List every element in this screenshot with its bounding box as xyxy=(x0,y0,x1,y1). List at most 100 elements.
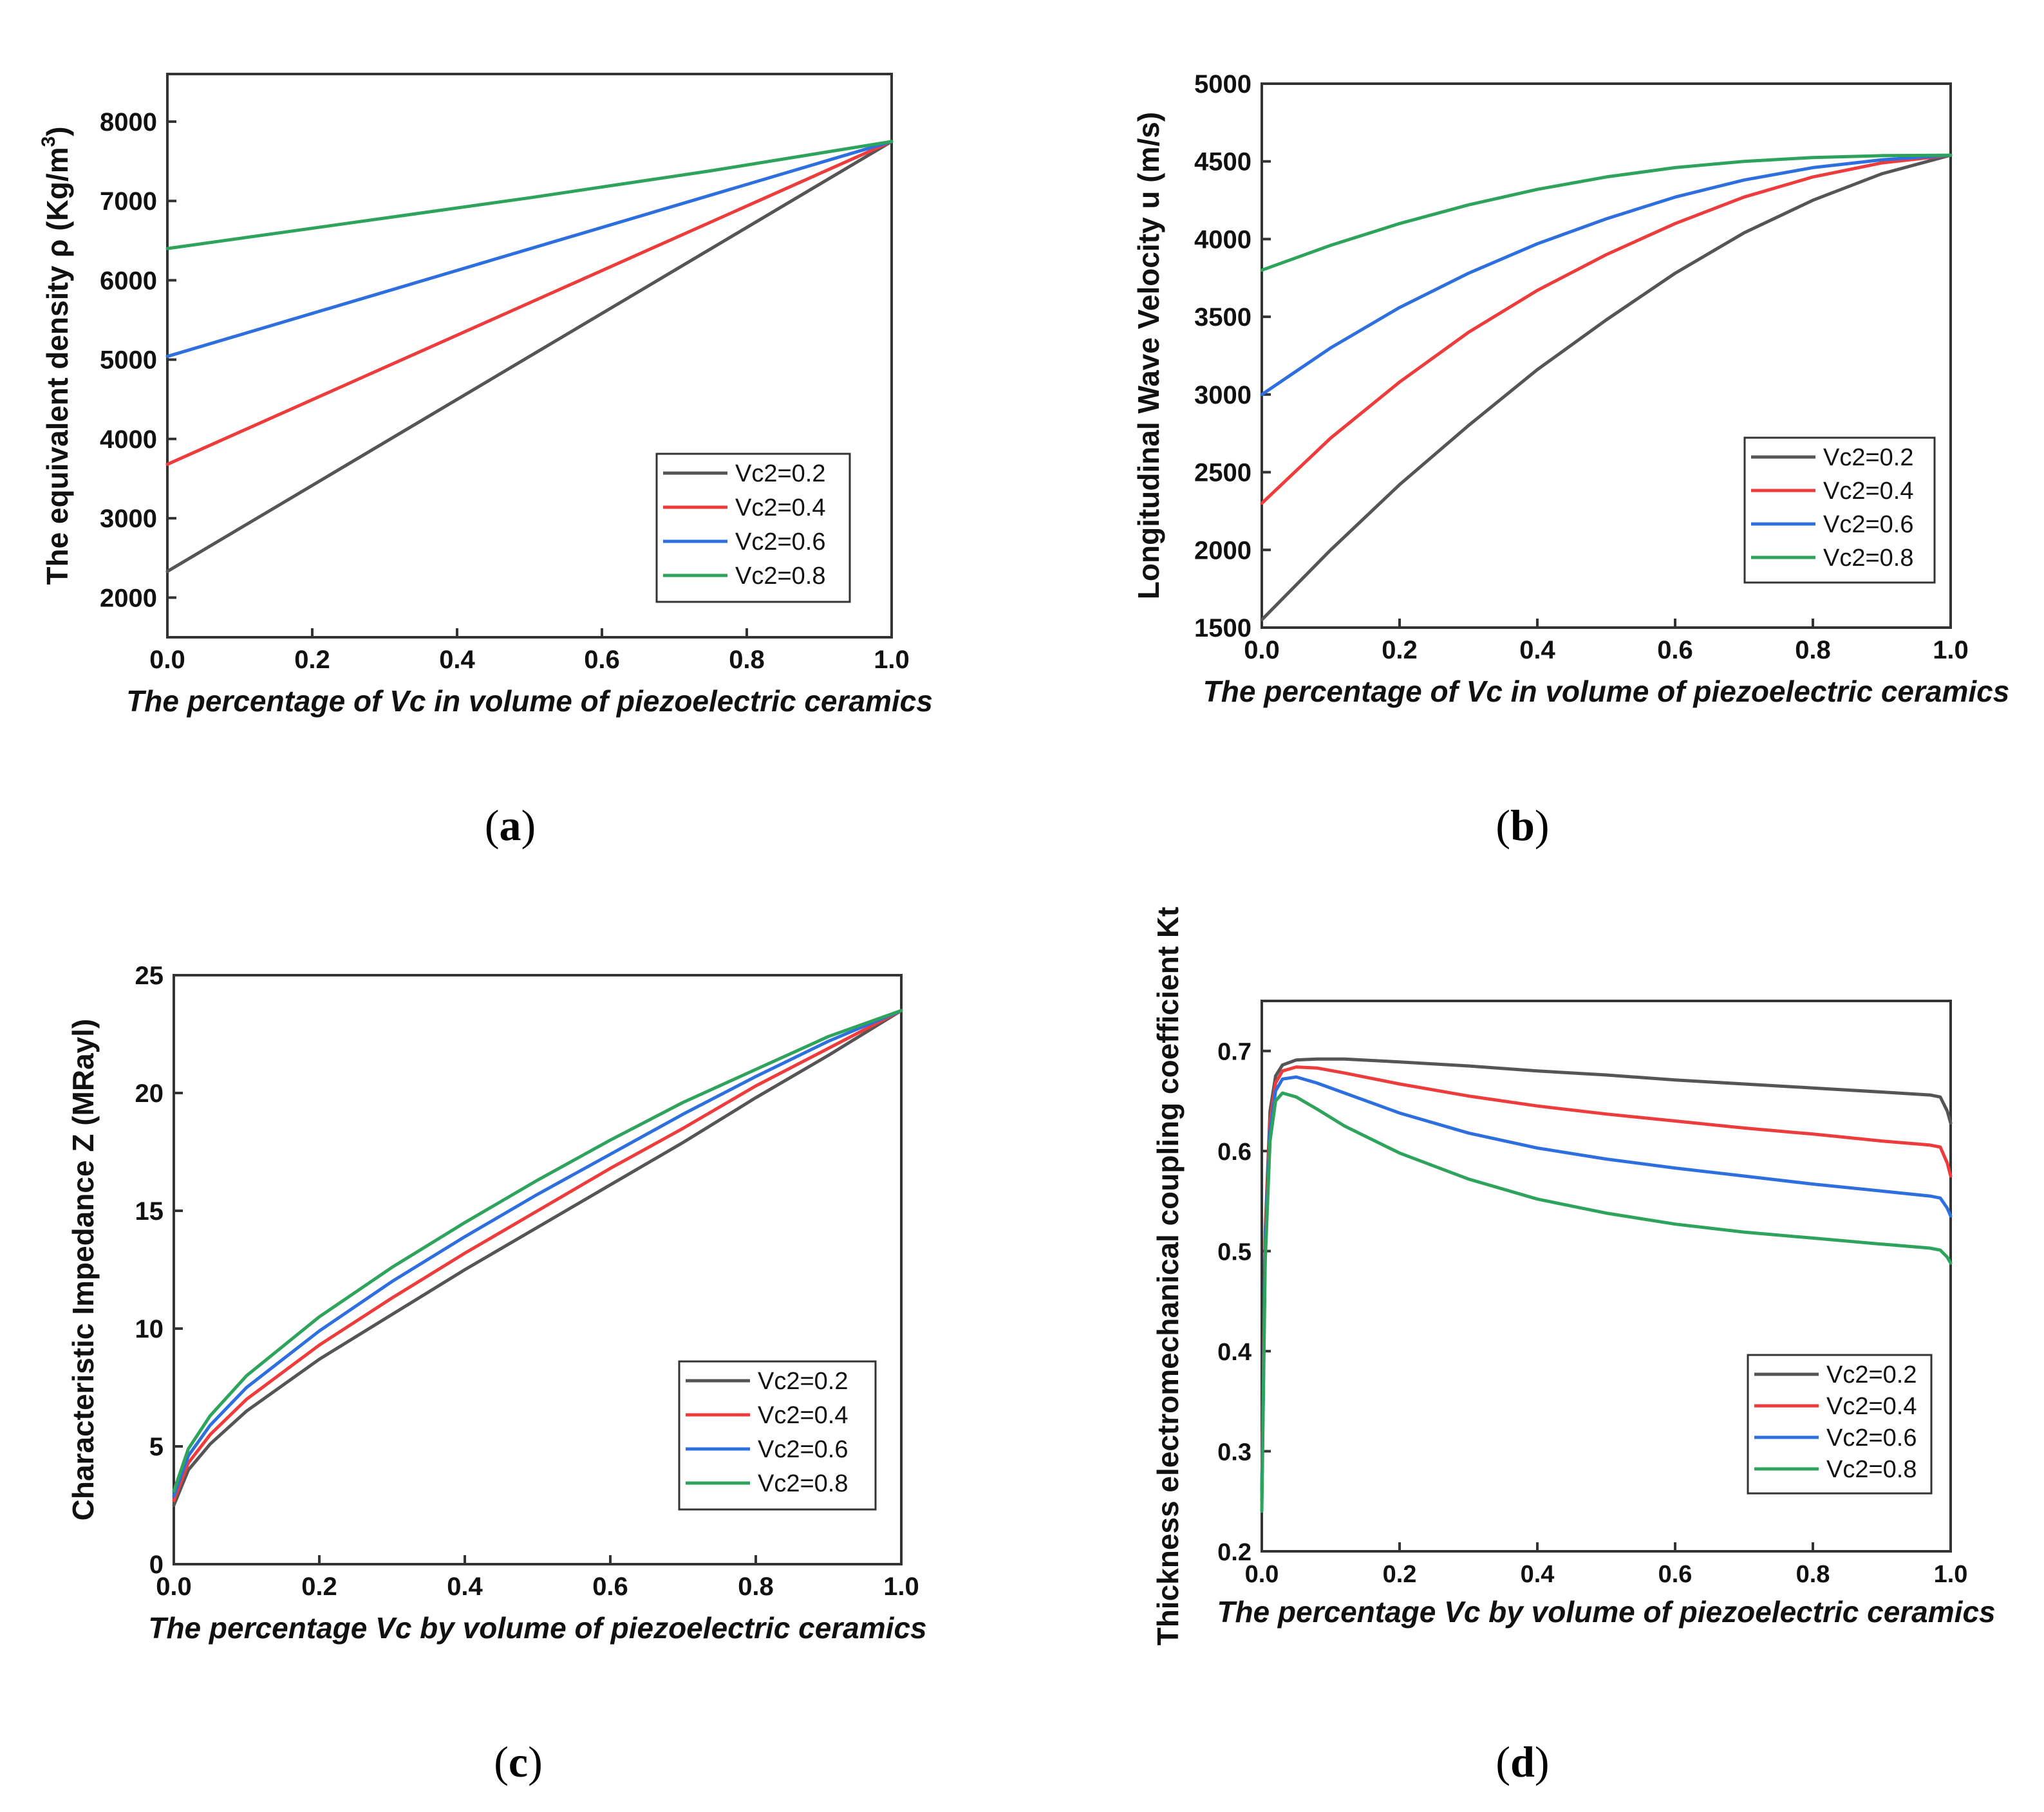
chart-a: 0.0 0.2 0.4 0.6 0.8 1.0 2000 3000 4000 5000 6000 70… xyxy=(38,73,933,850)
series-line-Vc2-0.8 xyxy=(1260,1091,1953,1513)
legend-box xyxy=(678,1360,877,1511)
x-axis-label: The percentage Vc by volume of piezoelec… xyxy=(148,1611,926,1645)
x-tick-label: 0.6 xyxy=(1657,636,1693,664)
y-axis-label-end: ) xyxy=(41,126,74,136)
legend-label: Vc2=0.2 xyxy=(1826,1361,1917,1388)
caption-open: ( xyxy=(485,801,500,850)
legend: Vc2=0.2 Vc2=0.4 Vc2=0.6 Vc2=0.8 xyxy=(655,453,851,603)
panel-caption: (c) xyxy=(494,1737,543,1786)
legend-label: Vc2=0.6 xyxy=(1823,511,1914,538)
x-tick-label: 0.2 xyxy=(301,1573,337,1601)
y-axis-label: The equivalent density ρ (Kg/m3) xyxy=(38,126,74,584)
x-tick-label: 1.0 xyxy=(1934,1561,1968,1588)
x-tick-label: 0.2 xyxy=(1383,1561,1417,1588)
x-tick-label: 0.6 xyxy=(1658,1561,1692,1588)
x-tick-label: 0.4 xyxy=(439,646,475,674)
series-line-Vc2-0.6 xyxy=(172,1009,903,1498)
caption-letter: c xyxy=(509,1737,528,1786)
series-line-Vc2-0.8 xyxy=(1260,153,1953,272)
x-axis-label: The percentage of Vc in volume of piezoe… xyxy=(1203,675,2010,708)
chart-d: 0.0 0.2 0.4 0.6 0.8 1.00.20.30.40.50.60.7Thic… xyxy=(1151,907,1996,1786)
legend-label: Vc2=0.4 xyxy=(735,494,826,521)
y-tick-label: 3500 xyxy=(1194,303,1252,332)
y-tick-label: 4500 xyxy=(1194,148,1252,176)
series-line-Vc2-0.2 xyxy=(165,140,894,574)
x-tick-label: 1.0 xyxy=(883,1573,919,1601)
y-axis-label: Characteristic Impedance Z (MRayl) xyxy=(66,1019,100,1521)
legend-label: Vc2=0.8 xyxy=(1826,1456,1917,1483)
y-tick-label: 3000 xyxy=(1194,381,1252,409)
x-tick-label: 0.4 xyxy=(447,1573,483,1601)
y-tick-label: 0.7 xyxy=(1217,1039,1252,1066)
caption-close: ) xyxy=(1535,1737,1550,1786)
y-tick-label: 4000 xyxy=(100,425,157,454)
y-tick-label: 7000 xyxy=(100,187,157,216)
x-tick-label: 0.0 xyxy=(1245,1561,1279,1588)
x-tick-label: 0.4 xyxy=(1521,1561,1555,1588)
y-tick-label: 2500 xyxy=(1194,459,1252,487)
caption-open: ( xyxy=(1495,1737,1510,1786)
y-tick-label: 0.2 xyxy=(1217,1539,1252,1566)
series-line-Vc2-0.6 xyxy=(165,140,894,359)
legend-label: Vc2=0.6 xyxy=(758,1436,849,1463)
x-tick-label: 0.2 xyxy=(1382,636,1418,664)
y-tick-label: 10 xyxy=(135,1315,164,1343)
y-tick-label: 3000 xyxy=(100,505,157,533)
y-axis-label-text: Thickness electromechanical coupling coe… xyxy=(1151,907,1185,1646)
series-line-Vc2-0.2 xyxy=(1260,153,1953,622)
x-tick-label: 0.4 xyxy=(1519,636,1555,664)
x-tick-label: 0.8 xyxy=(1796,1561,1830,1588)
y-tick-label: 5000 xyxy=(100,346,157,375)
y-tick-label: 0.4 xyxy=(1217,1339,1252,1366)
legend-label: Vc2=0.8 xyxy=(1823,545,1914,572)
y-tick-label: 5000 xyxy=(1194,70,1252,98)
y-axis-label-superscript: 3 xyxy=(38,136,59,147)
x-axis-label: The percentage Vc by volume of piezoelec… xyxy=(1217,1595,1995,1629)
y-tick-label: 0.5 xyxy=(1217,1239,1252,1266)
x-tick-label: 0.8 xyxy=(738,1573,774,1601)
series-line-Vc2-0.4 xyxy=(1260,153,1953,505)
legend-label: Vc2=0.4 xyxy=(1823,478,1914,505)
x-tick-label: 0.2 xyxy=(294,646,330,674)
x-tick-label: 0.8 xyxy=(1795,636,1831,664)
series-line-Vc2-0.8 xyxy=(172,1009,903,1493)
caption-letter: b xyxy=(1510,801,1535,850)
legend-label: Vc2=0.2 xyxy=(735,460,826,487)
y-axis-label-text: The equivalent density ρ (Kg/m xyxy=(41,147,74,584)
y-tick-label: 4000 xyxy=(1194,225,1252,254)
chart-c: 0.0 0.2 0.4 0.6 0.8 1.0 0 5 10 15 20 25 Characterist… xyxy=(66,962,927,1786)
legend: Vc2=0.2 Vc2=0.4 Vc2=0.6 Vc2=0.8 xyxy=(1743,436,1936,584)
caption-letter: a xyxy=(500,801,521,850)
x-tick-label: 0.0 xyxy=(1244,636,1280,664)
y-axis-label: Longitudinal Wave Velocity u (m/s) xyxy=(1132,112,1165,599)
legend-label: Vc2=0.4 xyxy=(1826,1393,1917,1420)
series-line-Vc2-0.2 xyxy=(1260,1057,1953,1493)
y-axis-label: Thickness electromechanical coupling coe… xyxy=(1151,907,1185,1646)
y-tick-label: 25 xyxy=(135,962,164,990)
y-tick-label: 8000 xyxy=(100,108,157,136)
caption-close: ) xyxy=(521,801,536,850)
x-tick-label: 0.0 xyxy=(156,1573,192,1601)
caption-close: ) xyxy=(528,1737,543,1786)
legend-label: Vc2=0.2 xyxy=(1823,444,1914,471)
y-tick-label: 2000 xyxy=(100,584,157,612)
y-tick-label: 1500 xyxy=(1194,614,1252,642)
caption-open: ( xyxy=(1495,801,1510,850)
legend-label: Vc2=0.6 xyxy=(735,528,826,556)
chart-b: 0.0 0.2 0.4 0.6 0.8 1.0 1500 2000 2500 3000 3500 40… xyxy=(1132,70,2009,850)
x-tick-label: 0.6 xyxy=(592,1573,628,1601)
series-line-Vc2-0.6 xyxy=(1260,153,1953,397)
series-line-Vc2-0.4 xyxy=(1260,1065,1953,1493)
plot-frame xyxy=(173,974,903,1565)
legend-box xyxy=(655,453,851,603)
y-axis-label-text: Characteristic Impedance Z (MRayl) xyxy=(66,1019,100,1521)
legend: Vc2=0.2 Vc2=0.4 Vc2=0.6 Vc2=0.8 xyxy=(1747,1354,1933,1495)
legend-label: Vc2=0.8 xyxy=(735,563,826,590)
plot-frame xyxy=(1261,1000,1952,1553)
y-tick-label: 0.3 xyxy=(1217,1439,1252,1466)
y-tick-label: 0 xyxy=(149,1551,164,1579)
x-tick-label: 1.0 xyxy=(1933,636,1969,664)
legend-label: Vc2=0.2 xyxy=(758,1368,849,1395)
series-line-Vc2-0.2 xyxy=(172,1009,903,1507)
